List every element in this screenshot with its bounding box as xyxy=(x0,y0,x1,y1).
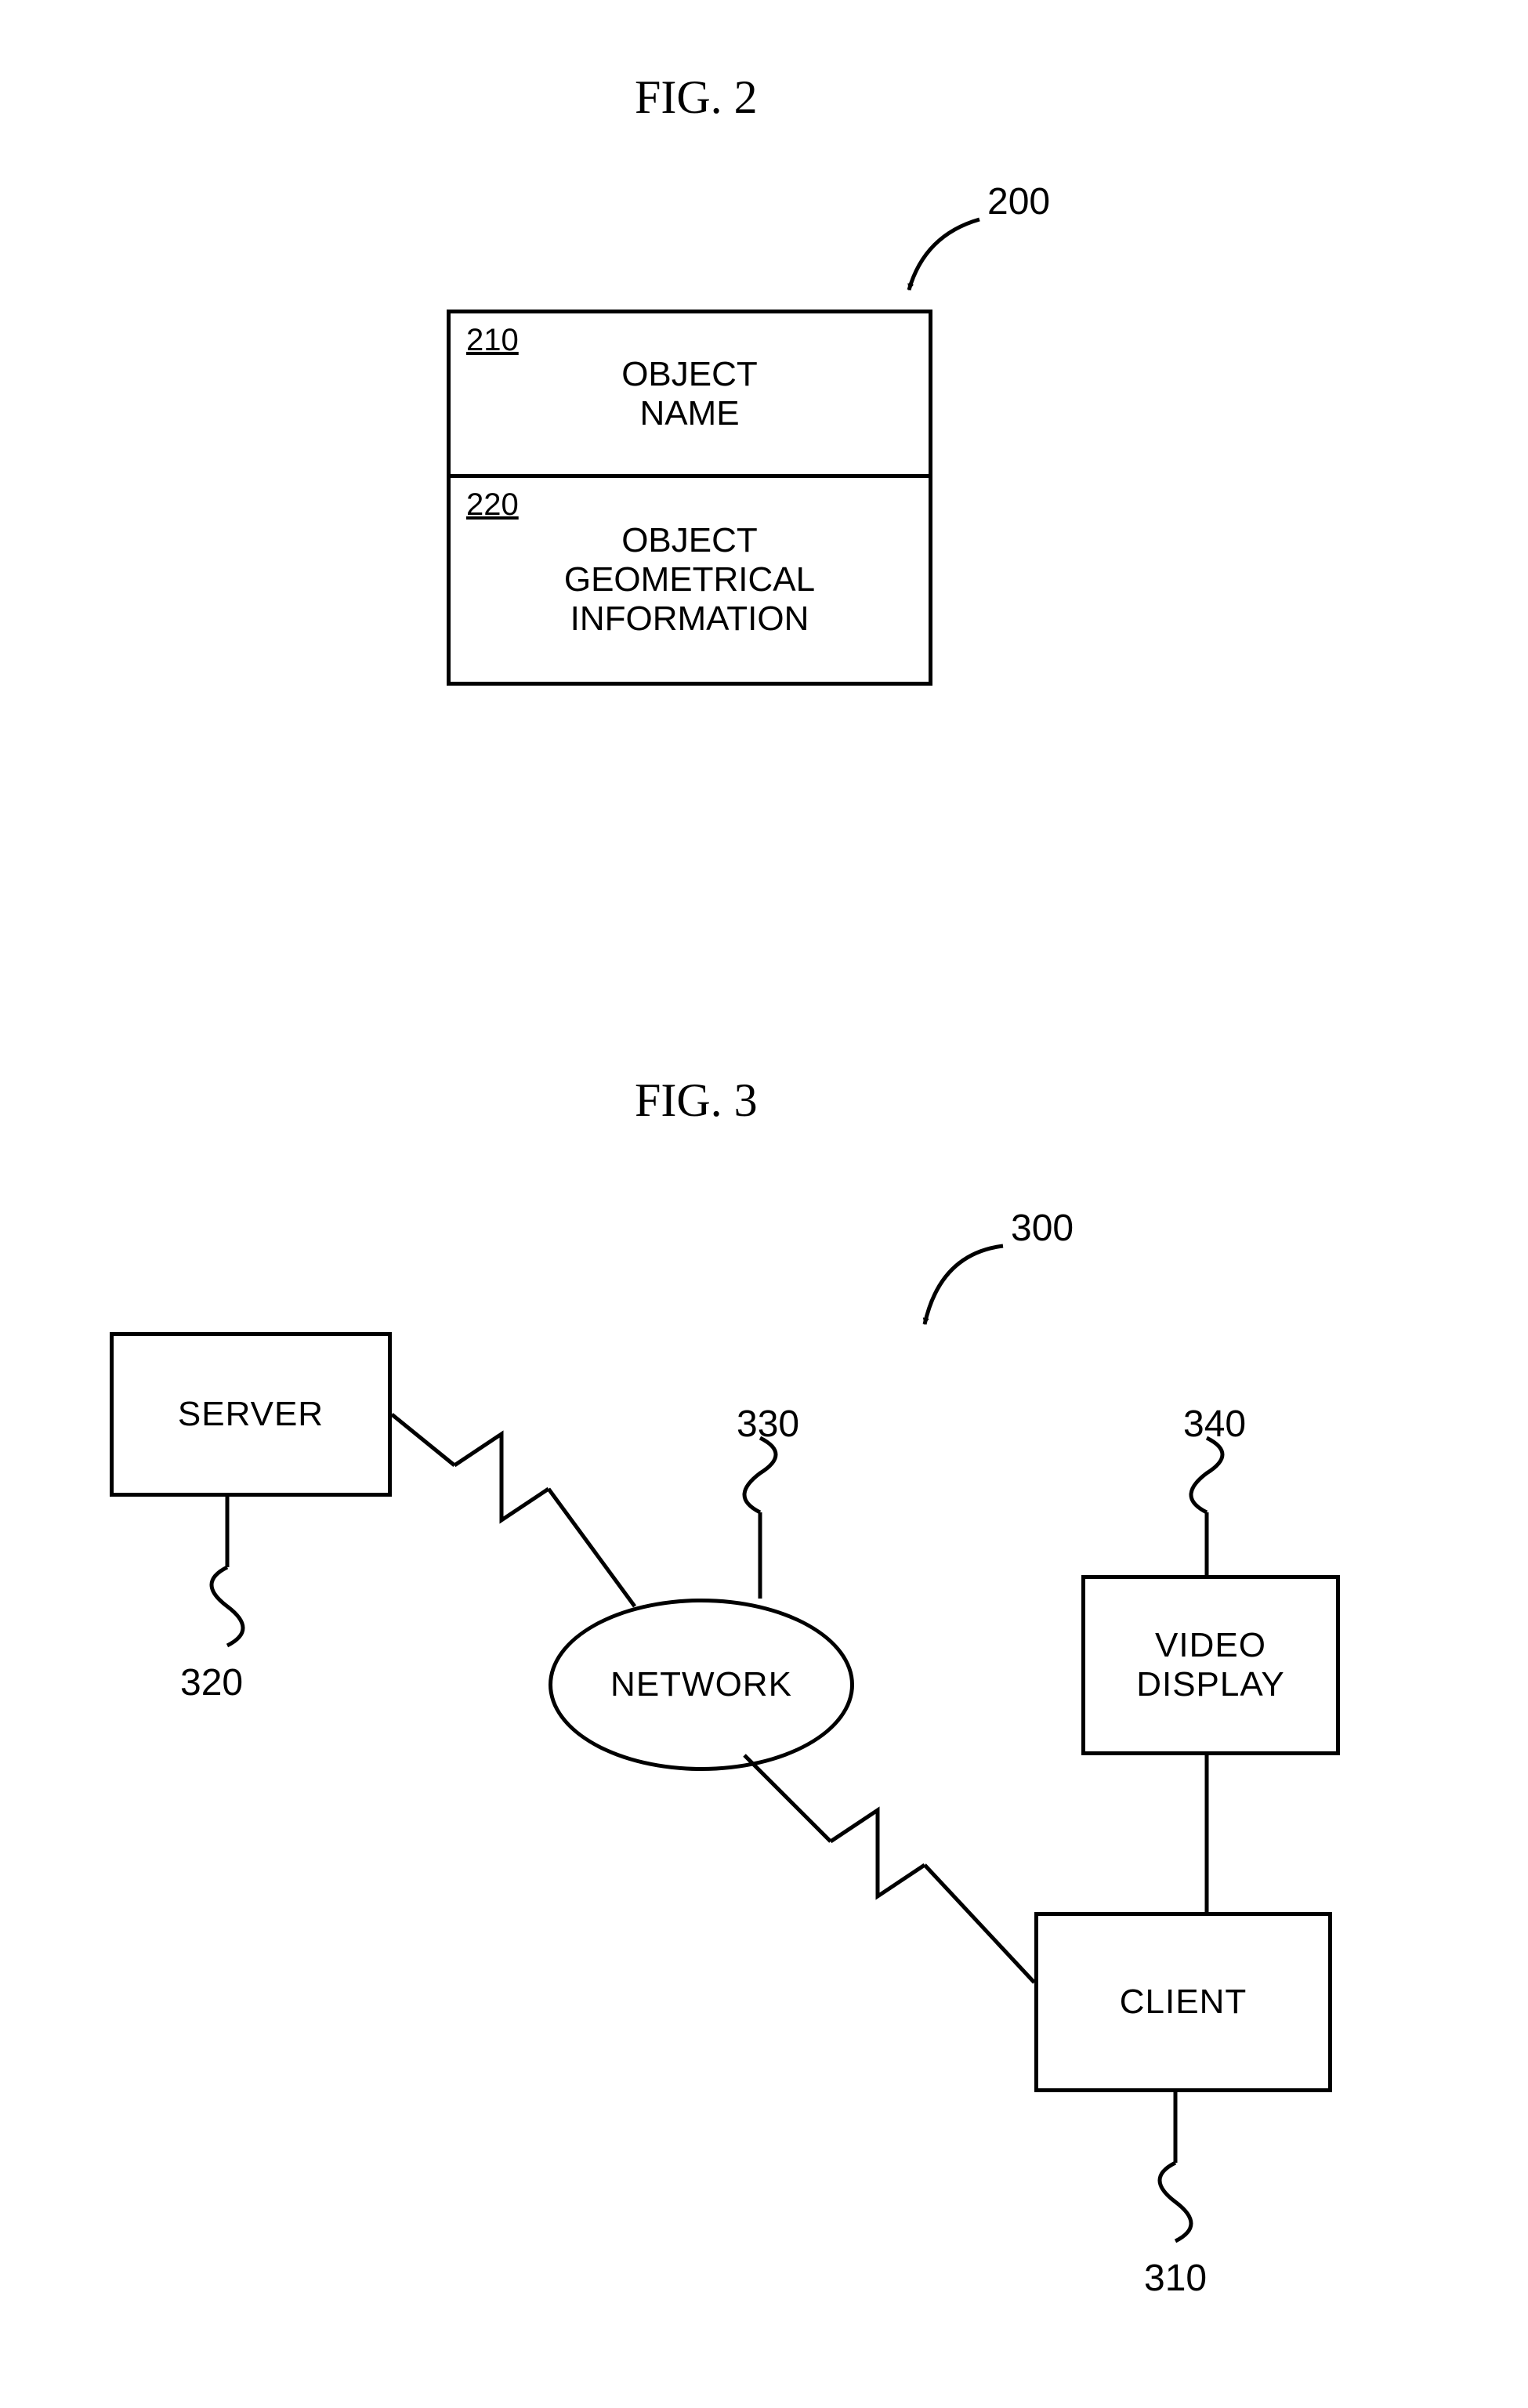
fig2-row-geom: 220 OBJECT GEOMETRICAL INFORMATION xyxy=(451,478,929,682)
conn-sn-zig xyxy=(454,1434,549,1520)
fig3-ref-340: 340 xyxy=(1183,1403,1246,1446)
video-label-2: DISPLAY xyxy=(1136,1665,1285,1704)
fig3-arrow-300 xyxy=(925,1246,1003,1324)
fig2-ref-220: 220 xyxy=(466,487,519,523)
network-ellipse: NETWORK xyxy=(549,1599,854,1771)
conn-nc-seg2 xyxy=(925,1865,1034,1983)
server-squiggle xyxy=(212,1567,243,1646)
client-label: CLIENT xyxy=(1120,1983,1247,2022)
video-display-box: VIDEO DISPLAY xyxy=(1081,1575,1340,1755)
fig2-row-name: 210 OBJECT NAME xyxy=(451,313,929,478)
fig2-object-box: 210 OBJECT NAME 220 OBJECT GEOMETRICAL I… xyxy=(447,310,932,686)
conn-sn-seg1 xyxy=(392,1414,454,1465)
client-squiggle xyxy=(1160,2163,1191,2241)
fig2-row2-text3: INFORMATION xyxy=(570,599,809,639)
video-label-1: VIDEO xyxy=(1155,1626,1266,1665)
fig3-title: FIG. 3 xyxy=(635,1074,758,1128)
fig2-row1-text1: OBJECT xyxy=(621,355,758,394)
fig3-ref-310: 310 xyxy=(1144,2257,1207,2300)
fig3-ref-330: 330 xyxy=(737,1403,799,1446)
client-box: CLIENT xyxy=(1034,1912,1332,2092)
fig3-ref-320: 320 xyxy=(180,1661,243,1704)
fig2-row2-text1: OBJECT xyxy=(621,521,758,560)
fig2-row1-text2: NAME xyxy=(639,394,739,433)
conn-nc-seg1 xyxy=(744,1755,831,1841)
fig2-ref-210: 210 xyxy=(466,323,519,358)
fig2-arrow-200 xyxy=(909,219,979,290)
fig2-row2-text2: GEOMETRICAL xyxy=(564,560,815,599)
fig3-ref-300: 300 xyxy=(1011,1207,1074,1250)
video-squiggle xyxy=(1191,1438,1222,1512)
conn-nc-zig xyxy=(831,1810,925,1896)
server-label: SERVER xyxy=(178,1395,324,1434)
fig2-title: FIG. 2 xyxy=(635,71,758,125)
server-box: SERVER xyxy=(110,1332,392,1497)
conn-sn-seg2 xyxy=(549,1489,635,1606)
network-squiggle xyxy=(744,1438,776,1512)
fig2-ref-200: 200 xyxy=(987,180,1050,223)
network-label: NETWORK xyxy=(610,1665,792,1704)
